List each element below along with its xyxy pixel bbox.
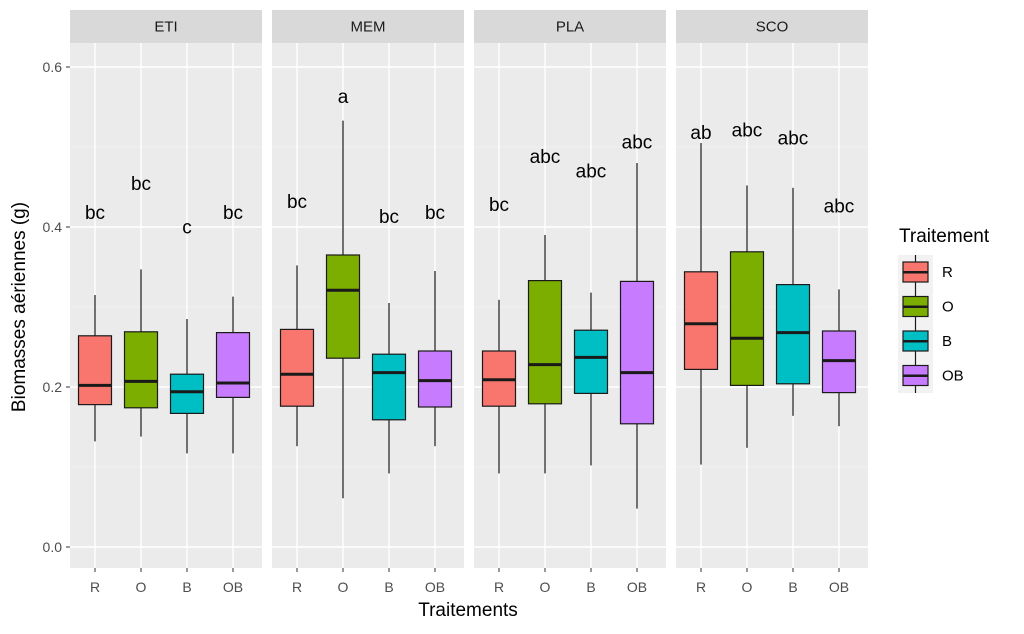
x-tick-label: R: [696, 579, 706, 595]
box-iqr: [371, 353, 407, 421]
box-iqr: [417, 350, 453, 408]
x-tick-label: R: [90, 579, 100, 595]
box-sco-b: abc: [775, 129, 811, 416]
x-tick-label: O: [540, 579, 551, 595]
significance-label: bc: [223, 203, 243, 224]
significance-label: abc: [824, 197, 855, 218]
significance-label: c: [182, 217, 192, 238]
legend-item-b: B: [898, 324, 952, 359]
legend-label: OB: [942, 368, 964, 385]
significance-label: bc: [85, 203, 105, 224]
box-mem-b: bc: [371, 207, 407, 474]
box-eti-b: c: [169, 217, 205, 454]
y-tick-label: 0.0: [43, 539, 63, 555]
legend-item-o: O: [898, 289, 954, 324]
x-tick-label: B: [586, 579, 595, 595]
legend-item-r: R: [898, 255, 953, 290]
x-tick-label: R: [494, 579, 504, 595]
x-axis-title: Traitements: [418, 600, 518, 621]
box-pla-ob: abc: [619, 133, 655, 509]
y-axis-title: Biomasses aériennes (g): [9, 202, 30, 412]
significance-label: abc: [622, 133, 653, 154]
panel-background: [70, 43, 262, 568]
facet-strip-label: MEM: [351, 19, 386, 36]
box-pla-b: abc: [573, 161, 609, 466]
x-tick-label: OB: [223, 579, 243, 595]
box-iqr: [729, 251, 765, 387]
box-iqr: [215, 332, 251, 399]
box-pla-o: abc: [527, 147, 563, 474]
x-tick-label: O: [136, 579, 147, 595]
significance-label: abc: [778, 129, 809, 150]
significance-label: bc: [287, 192, 307, 213]
significance-label: bc: [131, 174, 151, 195]
facet-strip: [474, 10, 666, 43]
box-iqr: [619, 280, 655, 425]
box-iqr: [527, 280, 563, 405]
x-tick-label: B: [788, 579, 797, 595]
box-iqr: [279, 328, 315, 407]
x-tick-label: R: [292, 579, 302, 595]
box-mem-o: a: [325, 87, 361, 499]
y-tick-label: 0.6: [43, 59, 63, 75]
box-sco-o: abc: [729, 121, 765, 448]
significance-label: bc: [425, 203, 445, 224]
box-eti-r: bc: [77, 203, 113, 442]
box-iqr: [123, 331, 159, 409]
facet-strip: [272, 10, 464, 43]
significance-label: abc: [732, 121, 763, 142]
box-iqr: [775, 284, 811, 385]
box-pla-r: bc: [481, 195, 517, 474]
significance-label: abc: [530, 147, 561, 168]
legend-title: Traitement: [899, 226, 990, 247]
box-iqr: [683, 271, 719, 370]
significance-label: bc: [489, 195, 509, 216]
x-tick-label: O: [338, 579, 349, 595]
significance-label: abc: [576, 161, 607, 182]
box-iqr: [325, 254, 361, 359]
box-mem-r: bc: [279, 192, 315, 447]
box-iqr: [169, 373, 205, 415]
box-eti-o: bc: [123, 174, 159, 437]
x-tick-label: B: [384, 579, 393, 595]
x-tick-label: OB: [829, 579, 849, 595]
legend-label: B: [942, 333, 952, 350]
legend: Traitement R OB OB: [898, 226, 990, 393]
panel-background: [272, 43, 464, 568]
box-mem-ob: bc: [417, 203, 453, 447]
box-iqr: [77, 335, 113, 406]
y-tick-label: 0.4: [43, 219, 63, 235]
facet-strip: [676, 10, 868, 43]
significance-label: a: [338, 87, 349, 108]
x-tick-label: OB: [425, 579, 445, 595]
facet-strip-label: SCO: [756, 19, 789, 36]
facet-strip-label: PLA: [556, 19, 584, 36]
significance-label: ab: [690, 123, 711, 144]
facet-strip-label: ETI: [154, 19, 177, 36]
y-tick-label: 0.2: [43, 379, 63, 395]
box-sco-r: ab: [683, 123, 719, 465]
y-axis: 0.0 0.2 0.4 0.6: [43, 59, 70, 555]
legend-label: R: [942, 264, 953, 281]
legend-label: O: [942, 299, 954, 316]
x-tick-label: B: [182, 579, 191, 595]
legend-item-ob: OB: [898, 358, 964, 393]
box-iqr: [573, 329, 609, 395]
x-tick-label: OB: [627, 579, 647, 595]
x-tick-label: O: [742, 579, 753, 595]
box-eti-ob: bc: [215, 203, 251, 454]
significance-label: bc: [379, 207, 399, 228]
box-sco-ob: abc: [821, 197, 857, 427]
facet-strip: [70, 10, 262, 43]
